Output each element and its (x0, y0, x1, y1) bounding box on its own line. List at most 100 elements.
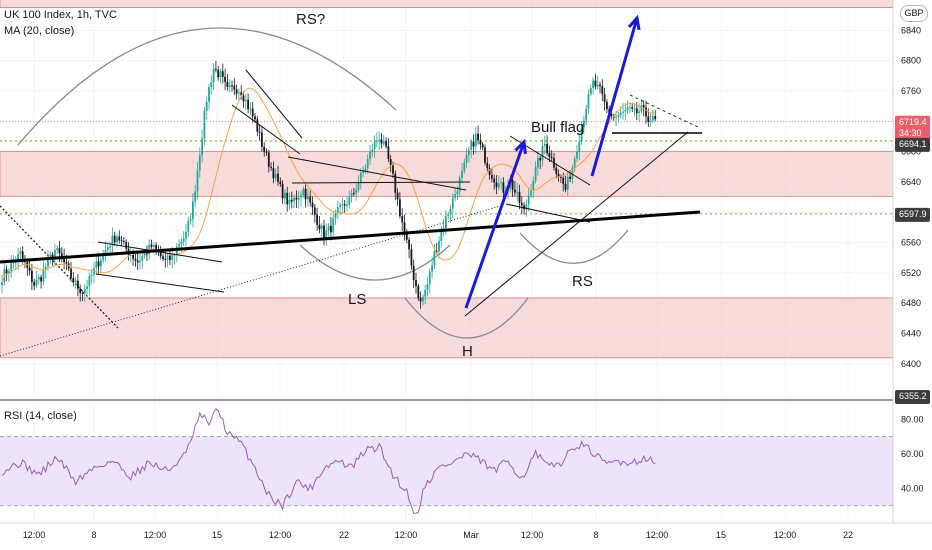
candle-up (626, 107, 629, 111)
candle-up (532, 181, 535, 191)
time-tick-label: 12:00 (23, 530, 46, 540)
candle-up (468, 149, 470, 155)
candle-up (198, 155, 201, 171)
candle-down (405, 231, 408, 240)
candle-down (169, 255, 171, 261)
level-badge-text: 6355.2 (899, 391, 927, 401)
candle-down (136, 260, 139, 263)
last-price-badge (895, 115, 930, 141)
candle-up (219, 71, 222, 78)
candle-up (210, 82, 213, 88)
candle-down (647, 116, 650, 122)
price-tick-label: 6640 (901, 177, 921, 187)
candle-down (77, 280, 79, 289)
candle-down (79, 288, 82, 294)
candle-down (40, 277, 42, 282)
candle-up (431, 265, 433, 272)
ma-line (1, 87, 656, 283)
candle-up (525, 204, 528, 210)
rsi-tick-label: 60.00 (901, 449, 924, 459)
candle-up (95, 261, 98, 268)
candle-up (585, 108, 588, 121)
candle-up (143, 252, 146, 257)
price-tick-label: 6840 (901, 25, 921, 35)
candle-down (226, 81, 229, 87)
candle-down (162, 256, 164, 259)
price-tick-label: 6400 (901, 359, 921, 369)
candle-down (221, 71, 224, 77)
time-tick-label: 12:00 (144, 530, 167, 540)
candle-up (438, 240, 440, 252)
candle-up (578, 141, 581, 152)
candle-up (587, 94, 590, 109)
candle-up (458, 177, 461, 192)
candle-up (139, 260, 141, 263)
candle-down (309, 196, 312, 203)
candle-down (408, 239, 410, 250)
candle-up (152, 245, 155, 247)
candle-up (619, 112, 622, 116)
candle-down (134, 258, 137, 261)
candle-down (33, 281, 36, 286)
candle-up (106, 247, 109, 251)
candle-up (203, 110, 206, 139)
candle-down (311, 202, 314, 208)
candle-up (56, 248, 59, 251)
candle-up (527, 195, 530, 205)
candle-up (364, 168, 367, 172)
time-tick-label: 22 (339, 530, 349, 540)
flag-line (287, 156, 467, 191)
candle-up (371, 149, 374, 152)
candle-down (63, 256, 65, 262)
time-tick-label: 12:00 (269, 530, 292, 540)
candle-down (261, 132, 263, 147)
candle-down (479, 140, 482, 145)
candle-down (493, 178, 496, 183)
candle-down (28, 267, 31, 271)
time-tick-label: 15 (212, 530, 222, 540)
candle-down (120, 240, 123, 242)
candle-up (238, 92, 240, 94)
candle-up (44, 266, 47, 270)
candle-up (537, 157, 539, 168)
candle-down (642, 105, 645, 108)
candle-up (571, 167, 574, 179)
candle-up (249, 108, 252, 110)
candle-up (187, 220, 190, 232)
candle-down (263, 146, 266, 152)
candle-up (100, 260, 102, 267)
candle-up (90, 274, 93, 276)
time-tick-label: 22 (843, 530, 853, 540)
candle-down (295, 197, 298, 200)
candle-down (265, 151, 268, 153)
candle-down (562, 177, 565, 184)
candle-up (629, 107, 631, 109)
candle-down (518, 191, 521, 203)
candle-up (433, 251, 436, 266)
candle-down (514, 189, 516, 193)
measured-move-arrow-head (627, 14, 641, 31)
label-h: H (462, 343, 473, 360)
candle-down (654, 115, 657, 120)
candle-down (254, 116, 256, 120)
sr-zone (0, 151, 894, 197)
level-badge (895, 137, 930, 152)
h-arc (404, 297, 529, 339)
candle-up (208, 87, 210, 102)
candle-up (293, 197, 295, 202)
candle-up (166, 255, 169, 260)
candle-down (511, 180, 514, 190)
candle-down (281, 183, 284, 199)
ma-legend: MA (20, close) (4, 25, 75, 37)
candle-down (353, 193, 355, 195)
candle-down (488, 168, 491, 176)
time-tick-label: 12:00 (395, 530, 418, 540)
currency-badge[interactable]: GBP (900, 5, 928, 22)
candle-up (10, 262, 13, 272)
flag-top-dashed (629, 94, 701, 129)
flag-line (231, 104, 301, 155)
rsi-band (0, 436, 893, 506)
candle-down (277, 173, 279, 182)
candle-down (31, 270, 33, 282)
candle-up (17, 254, 19, 262)
